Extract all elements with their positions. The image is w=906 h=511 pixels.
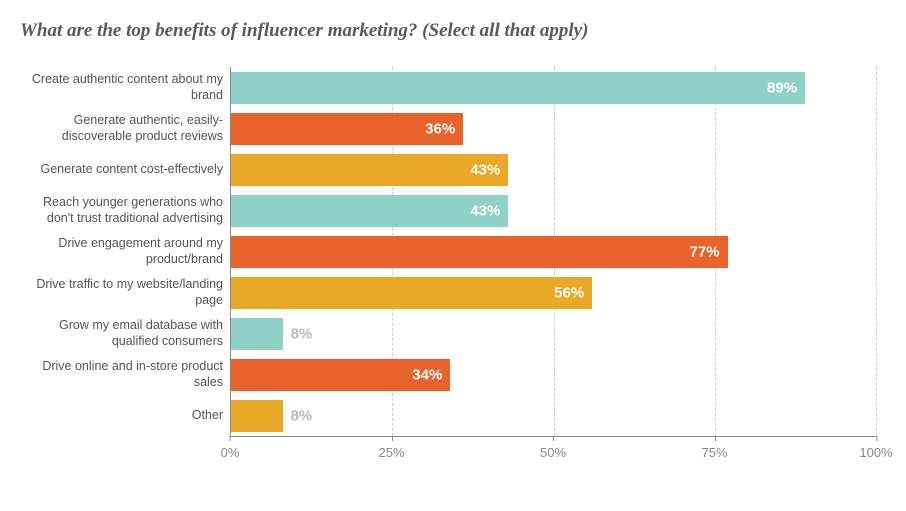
bar-label: Generate authentic, easily-discoverable … bbox=[21, 113, 231, 144]
bar-row: Drive online and in-store product sales3… bbox=[231, 354, 876, 395]
x-tick-mark bbox=[715, 436, 716, 441]
bar-label: Drive online and in-store product sales bbox=[21, 359, 231, 390]
bar-value: 43% bbox=[470, 202, 500, 219]
x-tick-mark bbox=[230, 436, 231, 441]
bar-label: Reach younger generations who don't trus… bbox=[21, 195, 231, 226]
bar-value: 43% bbox=[470, 161, 500, 178]
x-axis: 0%25%50%75%100% bbox=[230, 437, 876, 467]
bar-value: 8% bbox=[283, 407, 313, 424]
bar-value: 56% bbox=[554, 284, 584, 301]
x-tick-mark bbox=[876, 436, 877, 441]
bar-label: Drive traffic to my website/landing page bbox=[21, 277, 231, 308]
x-tick: 0% bbox=[221, 437, 240, 460]
bar-row: Create authentic content about my brand8… bbox=[231, 67, 876, 108]
bar-row: Generate content cost-effectively43% bbox=[231, 149, 876, 190]
bar: 43% bbox=[231, 195, 508, 227]
plot-region: Create authentic content about my brand8… bbox=[230, 67, 876, 437]
bar-label: Other bbox=[21, 408, 231, 424]
gridline bbox=[876, 67, 877, 436]
bar-label: Generate content cost-effectively bbox=[21, 162, 231, 178]
bar: 36% bbox=[231, 113, 463, 145]
bar-value: 77% bbox=[690, 243, 720, 260]
bar-value: 36% bbox=[425, 120, 455, 137]
bar-label: Grow my email database with qualified co… bbox=[21, 318, 231, 349]
bar: 43% bbox=[231, 154, 508, 186]
bar-row: Grow my email database with qualified co… bbox=[231, 313, 876, 354]
bar-row: Other8% bbox=[231, 395, 876, 436]
chart-area: Create authentic content about my brand8… bbox=[230, 67, 876, 467]
x-tick-mark bbox=[392, 436, 393, 441]
bar: 89% bbox=[231, 72, 805, 104]
bar: 8% bbox=[231, 400, 283, 432]
bar-value: 89% bbox=[767, 79, 797, 96]
bar-row: Generate authentic, easily-discoverable … bbox=[231, 108, 876, 149]
bar-row: Drive engagement around my product/brand… bbox=[231, 231, 876, 272]
bar-value: 8% bbox=[283, 325, 313, 342]
bar-row: Drive traffic to my website/landing page… bbox=[231, 272, 876, 313]
bar: 56% bbox=[231, 277, 592, 309]
bar-value: 34% bbox=[412, 366, 442, 383]
chart-title: What are the top benefits of influencer … bbox=[20, 20, 876, 42]
bar: 34% bbox=[231, 359, 450, 391]
x-tick: 100% bbox=[859, 437, 892, 460]
bar: 77% bbox=[231, 236, 728, 268]
x-tick: 50% bbox=[540, 437, 566, 460]
bar-row: Reach younger generations who don't trus… bbox=[231, 190, 876, 231]
x-tick: 25% bbox=[378, 437, 404, 460]
x-tick: 75% bbox=[701, 437, 727, 460]
bar: 8% bbox=[231, 318, 283, 350]
bar-label: Create authentic content about my brand bbox=[21, 72, 231, 103]
bar-label: Drive engagement around my product/brand bbox=[21, 236, 231, 267]
x-tick-mark bbox=[553, 436, 554, 441]
